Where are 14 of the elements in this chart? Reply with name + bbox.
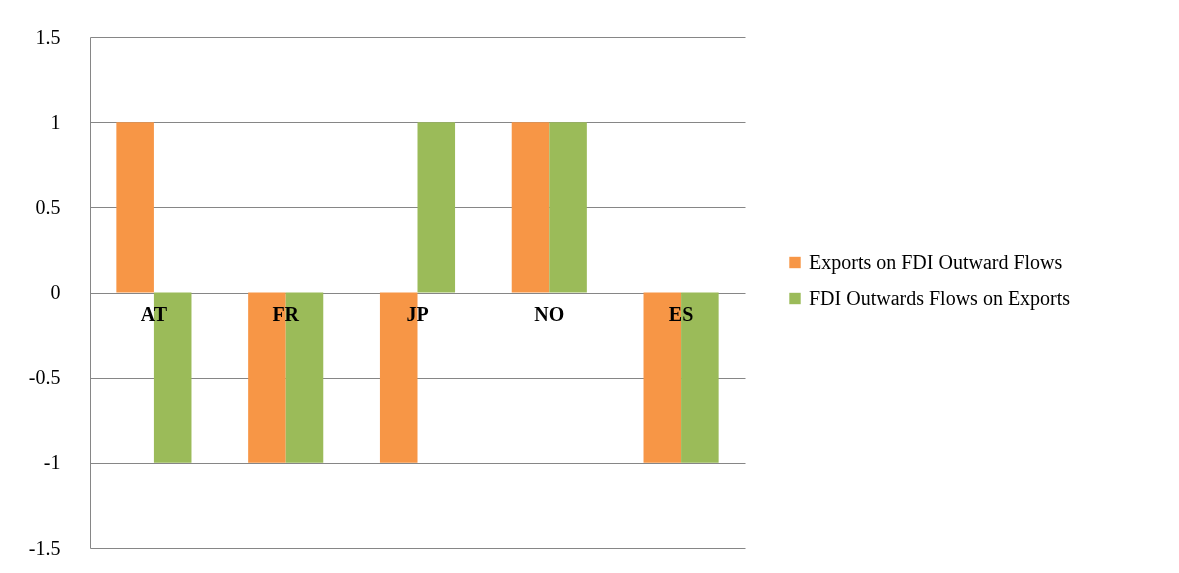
y-tick-label: -1 — [43, 451, 61, 474]
x-tick-label: NO — [534, 303, 565, 325]
x-tick-label: ES — [668, 303, 694, 325]
y-tick-label: 0.5 — [35, 195, 61, 218]
y-tick-label: -0.5 — [28, 366, 61, 389]
legend-label: Exports on FDI Outward Flows — [809, 250, 1063, 274]
y-tick-label: -1.5 — [28, 536, 61, 559]
legend-label: FDI Outwards Flows on Exports — [809, 286, 1071, 310]
y-tick-label: 0 — [50, 281, 61, 303]
y-tick-label: 1.5 — [35, 25, 61, 48]
y-tick-label: 1 — [50, 110, 61, 133]
x-tick-label: FR — [272, 303, 300, 325]
x-tick-label: JP — [406, 303, 429, 325]
x-tick-label: AT — [140, 303, 168, 325]
